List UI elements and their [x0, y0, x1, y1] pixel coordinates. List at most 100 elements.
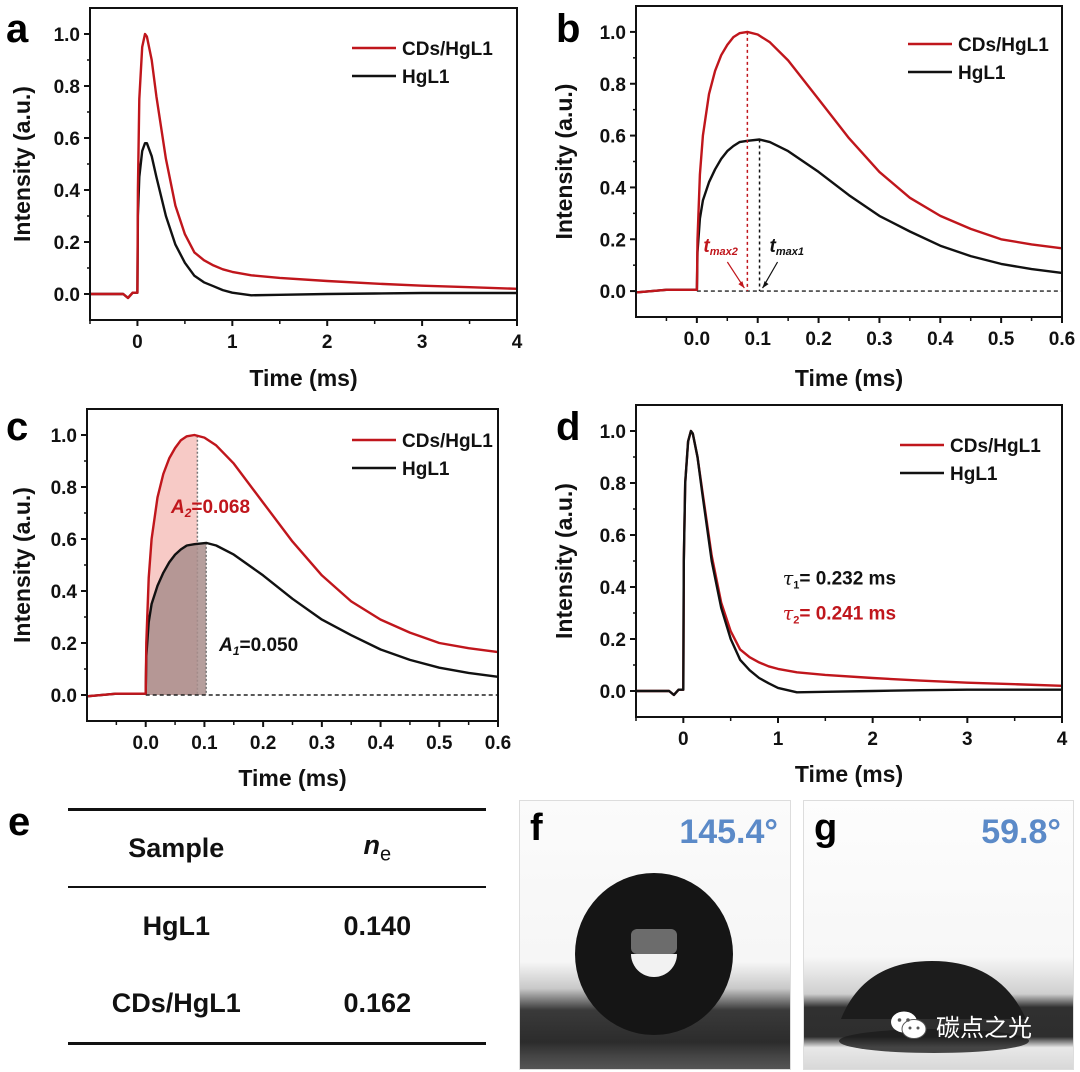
header-ne-subscript: e — [379, 843, 392, 866]
area-value: =0.050 — [240, 635, 299, 656]
legend-label: CDs/HgL1 — [402, 39, 493, 60]
tmax-label: tmax2 — [703, 236, 737, 258]
y-axis-label: Intensity (a.u.) — [9, 86, 35, 242]
x-tick-label: 0.5 — [988, 329, 1015, 350]
watermark: 碳点之光 — [890, 1008, 1032, 1043]
wechat-icon — [891, 1011, 927, 1039]
droplet-reflection — [631, 954, 677, 977]
x-tick-label: 0.4 — [927, 329, 954, 350]
x-tick-label: 0.0 — [684, 329, 710, 350]
lifetime-value: = 0.241 ms — [799, 604, 896, 625]
ne-table: Sample ne HgL1 0.140 CDs/HgL1 0.162 — [68, 808, 486, 1045]
panel-letter-f: f — [530, 807, 543, 849]
header-sample: Sample — [128, 833, 225, 863]
x-tick-label: 0.3 — [309, 733, 335, 754]
x-tick-label: 0.6 — [485, 733, 511, 754]
table-mid-rule — [68, 886, 486, 888]
y-tick-label: 0.8 — [54, 77, 80, 98]
x-tick-label: 2 — [867, 729, 878, 750]
contact-angle-photo-f: f 145.4° — [519, 800, 791, 1070]
area-subscript: 1 — [233, 644, 240, 658]
x-tick-label: 0.3 — [866, 329, 892, 350]
y-tick-label: 0.8 — [600, 75, 626, 96]
table-top-rule — [68, 808, 486, 811]
table-header-row: Sample ne — [68, 811, 486, 886]
header-ne: ne — [269, 830, 486, 866]
series-line-cds-hgl1 — [86, 433, 499, 698]
tmax-label: tmax1 — [770, 236, 804, 258]
x-tick-label: 0.2 — [805, 329, 831, 350]
lifetime-label: τ2= 0.241 ms — [783, 603, 896, 627]
legend-label: CDs/HgL1 — [958, 35, 1049, 56]
x-tick-label: 0.6 — [1049, 329, 1075, 350]
y-tick-label: 0.2 — [600, 230, 626, 251]
y-tick-label: 0.2 — [54, 233, 80, 254]
x-tick-label: 2 — [322, 332, 333, 353]
x-axis-label: Time (ms) — [238, 765, 346, 791]
y-tick-label: 1.0 — [600, 422, 626, 443]
table-bottom-rule — [68, 1042, 486, 1045]
area-label-A2: A2=0.068 — [170, 497, 250, 520]
y-tick-label: 0.2 — [51, 634, 77, 655]
cell-sample: CDs/HgL1 — [111, 988, 241, 1018]
series-line-cds-hgl1 — [90, 32, 518, 300]
legend-label: HgL1 — [958, 63, 1006, 84]
x-tick-label: 4 — [1057, 729, 1068, 750]
x-tick-label: 0.2 — [250, 733, 276, 754]
contact-angle-photo-g: g 59.8° — [803, 800, 1074, 1070]
x-tick-label: 0.4 — [367, 733, 394, 754]
x-tick-label: 0.0 — [133, 733, 159, 754]
panel-letter-d: d — [556, 405, 580, 449]
y-tick-label: 0.0 — [54, 285, 80, 306]
y-tick-label: 0.4 — [600, 578, 627, 599]
x-tick-label: 0 — [678, 729, 689, 750]
y-tick-label: 0.0 — [51, 686, 77, 707]
legend-label: HgL1 — [950, 464, 998, 485]
area-value: =0.068 — [191, 497, 250, 518]
area-subscript: 2 — [184, 506, 192, 520]
series-line-hgl1 — [86, 541, 499, 698]
panel-letter-c: c — [6, 405, 28, 449]
y-tick-label: 0.4 — [51, 582, 78, 603]
y-tick-label: 0.8 — [51, 478, 77, 499]
x-tick-label: 1 — [773, 729, 784, 750]
droplet-reflection — [839, 1029, 1029, 1053]
x-tick-label: 4 — [512, 332, 523, 353]
header-ne-symbol: n — [363, 830, 380, 861]
x-tick-label: 0.5 — [426, 733, 453, 754]
tmax-subscript: max2 — [710, 246, 738, 258]
lifetime-value: = 0.232 ms — [799, 568, 896, 589]
cell-sample: HgL1 — [142, 911, 211, 941]
y-tick-label: 0.4 — [54, 181, 81, 202]
y-tick-label: 1.0 — [51, 426, 77, 447]
water-droplet — [841, 961, 1026, 1019]
y-axis-label: Intensity (a.u.) — [551, 84, 577, 240]
chart-panel-a: 0.0 0.2 0.4 0.6 0.8 1.0 0 1 2 3 4 Time (ms) Intensit… — [6, 7, 523, 391]
watermark-text: 碳点之光 — [936, 1014, 1032, 1042]
area-label-A1: A1=0.050 — [218, 635, 298, 658]
y-tick-label: 0.8 — [600, 474, 626, 495]
y-tick-label: 0.4 — [600, 178, 627, 199]
series-line-hgl1 — [636, 429, 1062, 697]
contact-angle-f: 145.4° — [679, 813, 778, 851]
x-axis-label: Time (ms) — [795, 761, 903, 787]
tmax-subscript: max1 — [776, 246, 804, 258]
y-tick-label: 0.6 — [600, 526, 626, 547]
panel-letter-g: g — [814, 807, 838, 849]
series-line-hgl1 — [90, 142, 517, 300]
x-tick-label: 3 — [417, 332, 428, 353]
y-tick-label: 0.6 — [51, 530, 77, 551]
y-tick-label: 0.6 — [54, 129, 80, 150]
cell-ne: 0.140 — [343, 911, 412, 941]
tau-symbol: τ — [783, 603, 794, 625]
lifetime-label: τ1= 0.232 ms — [783, 567, 896, 591]
cell-ne: 0.162 — [343, 988, 412, 1018]
legend-label: HgL1 — [402, 459, 450, 480]
panel-letter-b: b — [556, 7, 580, 51]
contact-angle-g: 59.8° — [981, 813, 1061, 851]
y-tick-label: 0.6 — [600, 127, 626, 148]
arrow-head-icon — [738, 281, 745, 289]
